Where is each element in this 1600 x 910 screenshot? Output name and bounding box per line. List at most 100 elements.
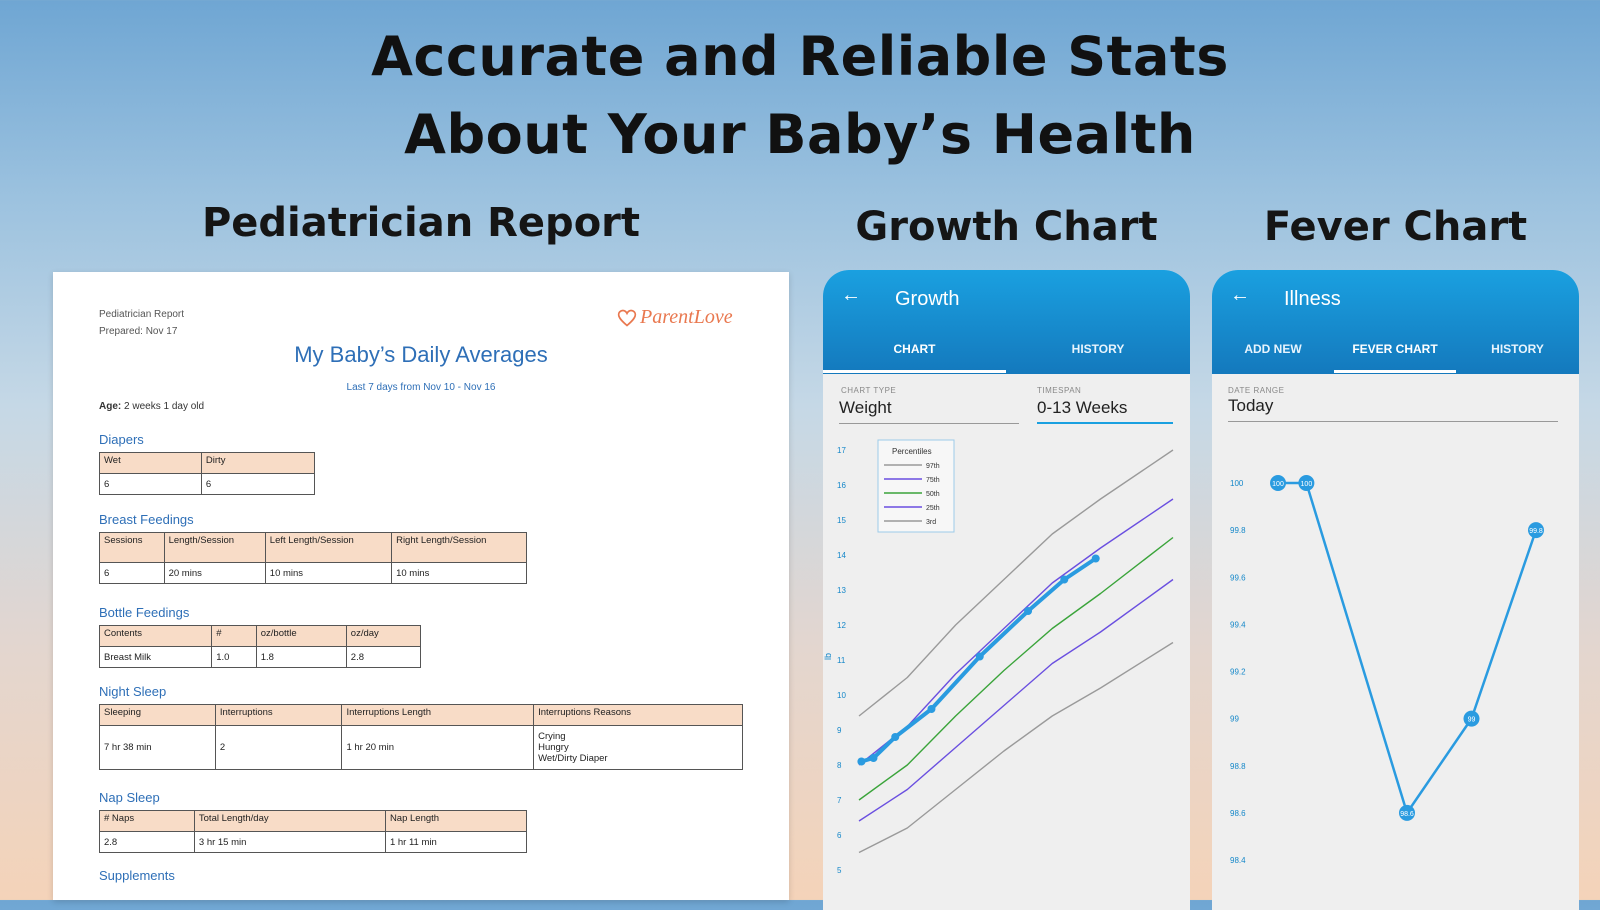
nap-sleep-table: # Naps Total Length/day Nap Length 2.8 3 hr… [99,810,528,853]
baby-weight-point [1060,575,1069,584]
pediatrician-report-sheet: Pediatrician Report Prepared: Nov 17 Par… [53,272,789,900]
percentile-line-50th [858,536,1174,801]
bottle-feedings-table: Contents # oz/bottle oz/day Breast Milk 1.0 1… [98,625,422,668]
temperature-point [1298,475,1315,491]
tab-add-new[interactable]: ADD NEW [1244,342,1302,356]
table-cell: 2 [214,725,343,770]
tab-history[interactable]: HISTORY [1491,342,1544,356]
report-subtitle: Last 7 days from Nov 10 - Nov 16 [346,382,496,393]
report-meta: Pediatrician Report Prepared: Nov 17 [99,306,184,340]
temperature-point-label: 99.8 [1529,528,1543,535]
date-range-label: DATE RANGE [1228,386,1285,395]
heart-icon [617,309,637,327]
table-cell: 3 hr 15 min [193,831,386,853]
table-cell: 10 mins [391,562,527,584]
table-header: Dirty [200,452,316,474]
age-label: Age: [99,401,122,412]
legend-title: Percentiles [892,447,932,456]
baby-weight-point [1091,554,1100,563]
table-header: Right Length/Session [391,532,527,563]
table-header: Wet [99,452,202,474]
legend-label: 25th [926,505,940,512]
back-arrow-icon[interactable]: ← [1230,284,1250,306]
temperature-point-label: 98.6 [1400,811,1414,818]
chart-type-underline [839,423,1019,424]
date-range-underline [1228,421,1558,422]
timespan-select[interactable]: 0-13 Weeks [1037,398,1128,417]
age-value: 2 weeks 1 day old [124,401,205,412]
table-header: oz/bottle [255,625,347,647]
y-tick-label: 17 [837,446,846,455]
legend-label: 3rd [926,519,936,526]
diapers-heading: Diapers [99,432,144,447]
temperature-point-label: 100 [1301,481,1313,488]
y-tick-label: 99.6 [1230,573,1246,582]
y-tick-label: 99.2 [1230,668,1246,677]
tab-history[interactable]: HISTORY [1071,342,1125,356]
table-cell: 20 mins [163,562,266,584]
y-tick-label: 16 [837,481,846,490]
fever-phone-screen: ← Illness ADD NEW FEVER CHART HISTORY DA… [1212,270,1579,910]
percentile-line-3rd [858,641,1174,854]
y-axis-label: lb [823,653,833,660]
tab-chart[interactable]: CHART [893,342,936,356]
growth-phone-screen: ← Growth CHART HISTORY CHART TYPE Weight… [823,270,1190,910]
baby-weight-point [869,754,878,762]
baby-weight-point [891,733,900,741]
temperature-line [1278,481,1538,816]
growth-chart: 5 6 7 8 9 10 11 12 13 14 15 16 17 lb Percentiles 97th 75… [823,439,1174,875]
baby-weight-point [927,705,936,713]
temperature-point [1270,475,1286,491]
y-tick-label: 98.8 [1230,762,1246,771]
supplements-heading: Supplements [99,868,175,883]
legend-label: 50th [926,491,940,498]
table-header: Contents [98,625,213,647]
table-cell: 1.0 [211,646,257,668]
table-cell: 1 hr 20 min [341,725,535,770]
table-header: # [211,625,257,647]
temperature-point [1528,522,1544,539]
y-tick-label: 9 [837,726,842,735]
night-sleep-table: Sleeping Interruptions Interruptions Lengt… [99,704,743,770]
y-tick-label: 100 [1230,479,1244,488]
y-tick-label: 98.6 [1230,809,1246,818]
hero-headline: Accurate and Reliable Stats About Your B… [0,18,1600,174]
active-tab-indicator [1334,370,1456,373]
active-tab-indicator [823,370,1006,373]
table-header: Nap Length [384,810,528,832]
chart-type-select[interactable]: Weight [839,398,892,417]
timespan-underline [1037,422,1173,424]
section-title-growth: Growth Chart [855,204,1158,250]
illness-app-bar [1212,270,1579,374]
y-tick-label: 99.8 [1230,526,1246,535]
table-cell-reasons: Crying Hungry Wet/Dirty Diaper [533,725,743,770]
legend-label: 75th [926,477,940,484]
section-title-report: Pediatrician Report [201,200,641,246]
baby-weight-line [860,556,1097,764]
back-arrow-icon[interactable]: ← [841,284,861,306]
chart-type-label: CHART TYPE [841,386,897,395]
report-age: Age: 2 weeks 1 day old [99,401,204,412]
y-tick-label: 99.4 [1230,620,1246,629]
breast-feedings-table: Sessions Length/Session Left Length/Sessio… [99,532,527,584]
table-header: # Naps [99,810,195,832]
table-header: oz/day [345,625,422,647]
breast-feedings-heading: Breast Feedings [99,512,194,527]
date-range-select[interactable]: Today [1228,396,1274,415]
y-tick-label: 98.4 [1230,856,1246,865]
y-tick-label: 12 [837,621,846,630]
table-cell: 6 [99,562,165,584]
baby-weight-point [975,652,984,661]
report-title: My Baby’s Daily Averages [294,342,548,367]
section-title-fever: Fever Chart [1263,204,1528,250]
table-cell: 2.8 [99,831,195,853]
y-tick-label: 15 [837,516,846,525]
table-header: Interruptions Reasons [533,704,743,726]
y-tick-label: 7 [837,796,842,805]
temperature-point-label: 100 [1272,481,1284,488]
y-tick-label: 8 [837,761,842,770]
y-tick-label: 11 [837,656,846,665]
nap-sleep-heading: Nap Sleep [99,790,160,805]
parentlove-logo: ParentLove [617,306,733,329]
tab-fever-chart[interactable]: FEVER CHART [1352,342,1438,356]
